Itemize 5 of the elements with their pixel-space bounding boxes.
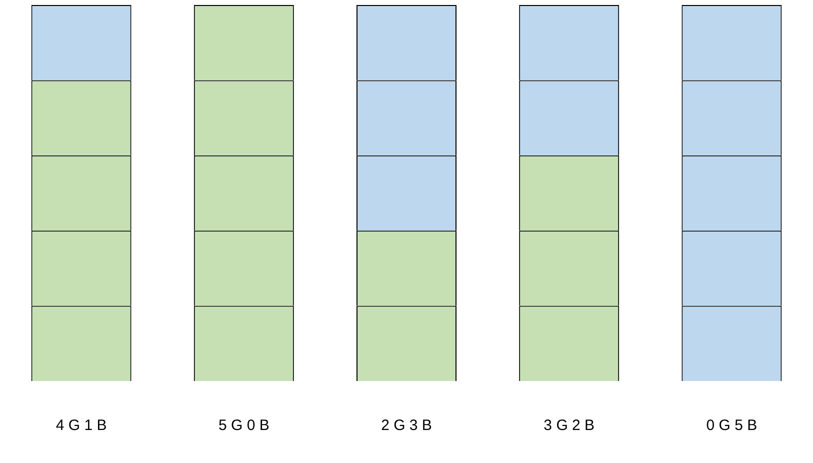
x-tick-label: 5 G 0 B (218, 417, 270, 434)
x-tick-label: 2 G 3 B (381, 417, 432, 434)
x-tick-label: 3 G 2 B (544, 417, 595, 434)
x-tick-label: 4 G 1 B (56, 417, 107, 434)
x-tick-label: 0 G 5 B (706, 417, 758, 434)
